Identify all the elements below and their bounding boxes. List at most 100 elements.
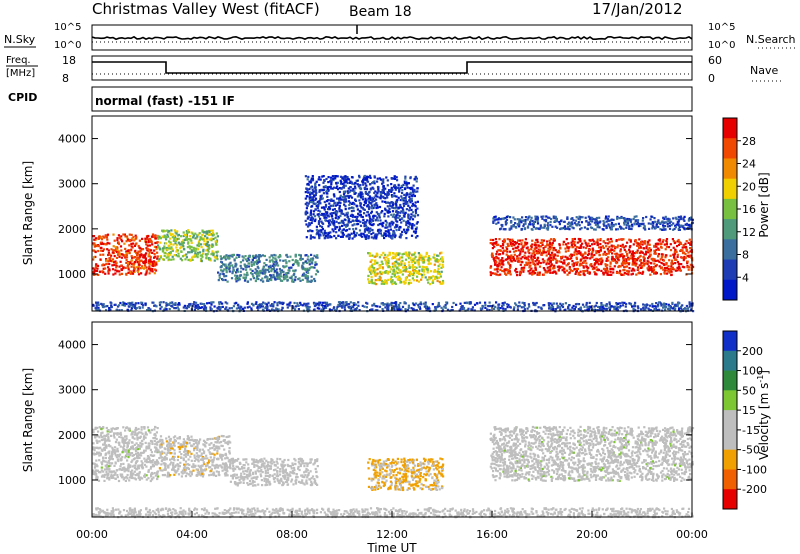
power-cell: [524, 219, 527, 222]
power-cell: [686, 262, 689, 265]
power-cell: [373, 175, 376, 178]
power-cell: [296, 302, 299, 305]
power-cell: [589, 223, 592, 226]
power-cell: [341, 198, 344, 201]
power-cell: [163, 254, 166, 257]
power-cell: [570, 253, 573, 256]
power-cell: [306, 275, 309, 278]
power-cell: [595, 252, 598, 255]
power-cell: [334, 217, 337, 220]
power-cell: [335, 214, 338, 217]
power-cell: [523, 264, 527, 267]
power-cell: [558, 223, 561, 226]
power-cell: [386, 272, 389, 275]
power-cell: [387, 209, 390, 213]
power-cell: [210, 301, 213, 304]
power-cell: [513, 241, 516, 244]
power-cell: [352, 182, 355, 186]
power-cell: [422, 270, 425, 273]
power-cell: [414, 228, 417, 231]
power-cell: [583, 239, 586, 242]
power-cell: [655, 263, 658, 267]
power-cell: [315, 225, 318, 228]
power-cell: [555, 259, 559, 263]
power-cell: [579, 246, 582, 249]
power-cell: [582, 265, 585, 268]
power-cell: [254, 261, 257, 264]
power-cell: [305, 201, 308, 204]
power-cell: [269, 274, 272, 277]
power-cell: [627, 271, 630, 274]
power-cell: [332, 177, 335, 180]
power-cell: [513, 218, 516, 221]
power-cell: [665, 221, 668, 224]
power-cell: [200, 254, 203, 257]
power-cell: [670, 270, 673, 273]
power-cell: [285, 276, 288, 279]
power-cell: [114, 246, 117, 249]
power-cell: [589, 220, 592, 223]
power-cell: [579, 240, 582, 243]
power-cell: [376, 254, 379, 257]
power-cell: [226, 280, 229, 283]
power-cell: [411, 259, 414, 262]
power-cell: [680, 263, 683, 266]
power-cell: [602, 220, 605, 223]
power-cell: [245, 268, 248, 271]
power-cell: [654, 242, 657, 245]
power-cell: [363, 234, 366, 237]
power-cell: [173, 254, 176, 257]
power-cell: [532, 249, 535, 253]
power-cell: [537, 273, 541, 276]
power-cell: [377, 228, 380, 232]
power-cell: [280, 270, 283, 273]
power-cell: [598, 216, 601, 219]
power-cell: [113, 263, 116, 267]
power-cell: [153, 263, 156, 266]
power-cell: [291, 258, 294, 262]
power-cell: [379, 219, 382, 222]
power-cell: [519, 219, 522, 222]
power-cell: [527, 250, 530, 253]
power-cell: [280, 269, 284, 272]
power-cell: [497, 218, 500, 221]
power-cell: [92, 273, 95, 276]
power-cell: [608, 219, 611, 222]
power-cell: [399, 281, 402, 284]
power-cell: [147, 262, 150, 265]
power-cell: [124, 247, 127, 250]
power-cell: [648, 243, 651, 246]
power-cell: [357, 185, 360, 188]
power-cell: [492, 221, 495, 224]
power-cell: [393, 216, 396, 219]
power-cell: [390, 183, 393, 186]
power-cell: [664, 225, 667, 228]
power-cell: [689, 247, 692, 250]
power-cell: [331, 208, 335, 211]
power-cell: [395, 276, 398, 279]
power-cell: [270, 254, 274, 257]
power-cell: [557, 268, 560, 271]
power-cell: [689, 308, 693, 311]
power-cell: [343, 200, 346, 203]
power-cell: [497, 217, 501, 220]
power-cell: [519, 263, 522, 266]
power-cell: [304, 274, 307, 277]
power-cell: [199, 251, 202, 254]
power-cell: [208, 244, 211, 247]
power-cell: [504, 220, 508, 223]
power-cell: [605, 215, 608, 218]
power-cell: [379, 276, 382, 279]
power-cell: [285, 262, 288, 265]
power-cell: [344, 175, 347, 178]
power-cell: [114, 262, 118, 265]
power-cell: [206, 248, 209, 251]
power-cell: [367, 175, 370, 179]
power-cell: [146, 269, 149, 272]
power-cell: [544, 220, 547, 223]
power-cell: [341, 219, 344, 223]
power-cell: [370, 210, 373, 213]
power-cell: [112, 261, 116, 264]
power-cell: [608, 308, 611, 311]
power-cell: [128, 239, 131, 242]
